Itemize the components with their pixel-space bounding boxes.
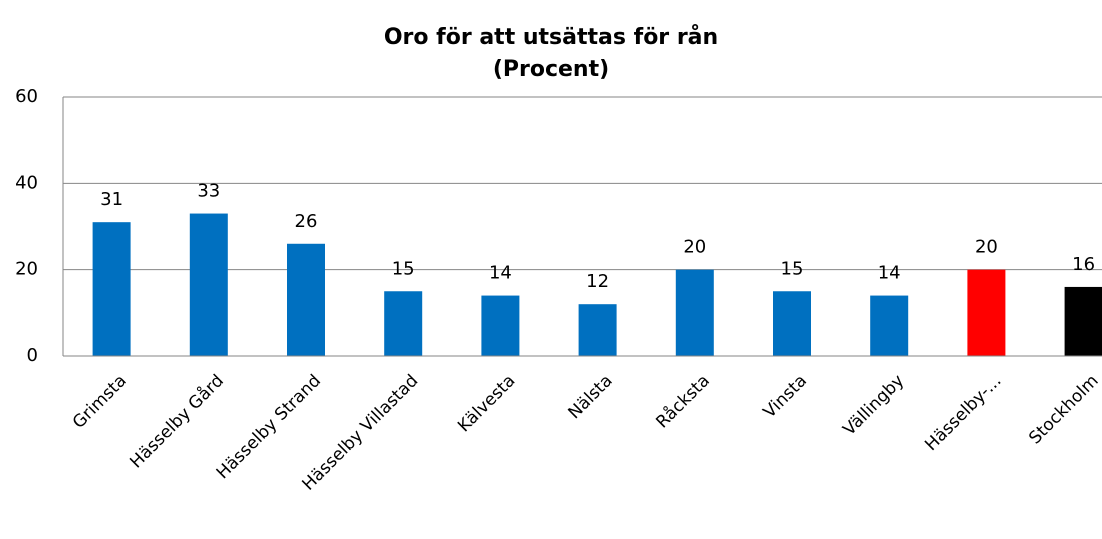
- x-tick-label: Hässelby Gård: [126, 370, 228, 472]
- data-label: 15: [781, 258, 804, 279]
- bar: [189, 213, 228, 356]
- y-tick-label: 0: [27, 345, 38, 366]
- bar: [92, 222, 131, 356]
- x-tick-label: Kälvesta: [454, 371, 519, 436]
- y-tick-label: 60: [15, 86, 38, 107]
- x-tick-label: Råcksta: [652, 370, 714, 432]
- bar: [967, 269, 1006, 356]
- bar: [384, 291, 423, 356]
- data-label: 16: [1072, 254, 1095, 275]
- chart-subtitle: (Procent): [493, 57, 609, 82]
- data-label: 33: [197, 181, 220, 202]
- y-tick-label: 20: [15, 259, 38, 280]
- bar: [675, 269, 714, 356]
- bar: [870, 295, 909, 356]
- data-label: 12: [586, 271, 609, 292]
- x-tick-label: Nälsta: [564, 371, 616, 423]
- bar: [481, 295, 520, 356]
- data-label: 20: [683, 237, 706, 258]
- x-tick-label: Hässelby-...: [921, 371, 1005, 455]
- x-tick-label: Grimsta: [69, 371, 131, 433]
- data-label: 31: [100, 189, 123, 210]
- data-label: 15: [392, 258, 415, 279]
- data-label: 20: [975, 237, 998, 258]
- bar: [773, 291, 811, 356]
- x-tick-label: Stockholm: [1025, 371, 1102, 448]
- bar: [1064, 286, 1102, 356]
- bar: [578, 304, 617, 356]
- x-tick-label: Hässelby Strand: [213, 371, 325, 483]
- chart-title: Oro för att utsättas för rån: [384, 24, 718, 50]
- y-tick-label: 40: [15, 172, 38, 193]
- data-label: 14: [878, 263, 901, 284]
- bar: [287, 243, 325, 356]
- x-tick-label: Vinsta: [760, 371, 811, 422]
- data-label: 26: [295, 211, 318, 232]
- data-label: 14: [489, 263, 512, 284]
- x-tick-label: Vällingby: [839, 371, 908, 440]
